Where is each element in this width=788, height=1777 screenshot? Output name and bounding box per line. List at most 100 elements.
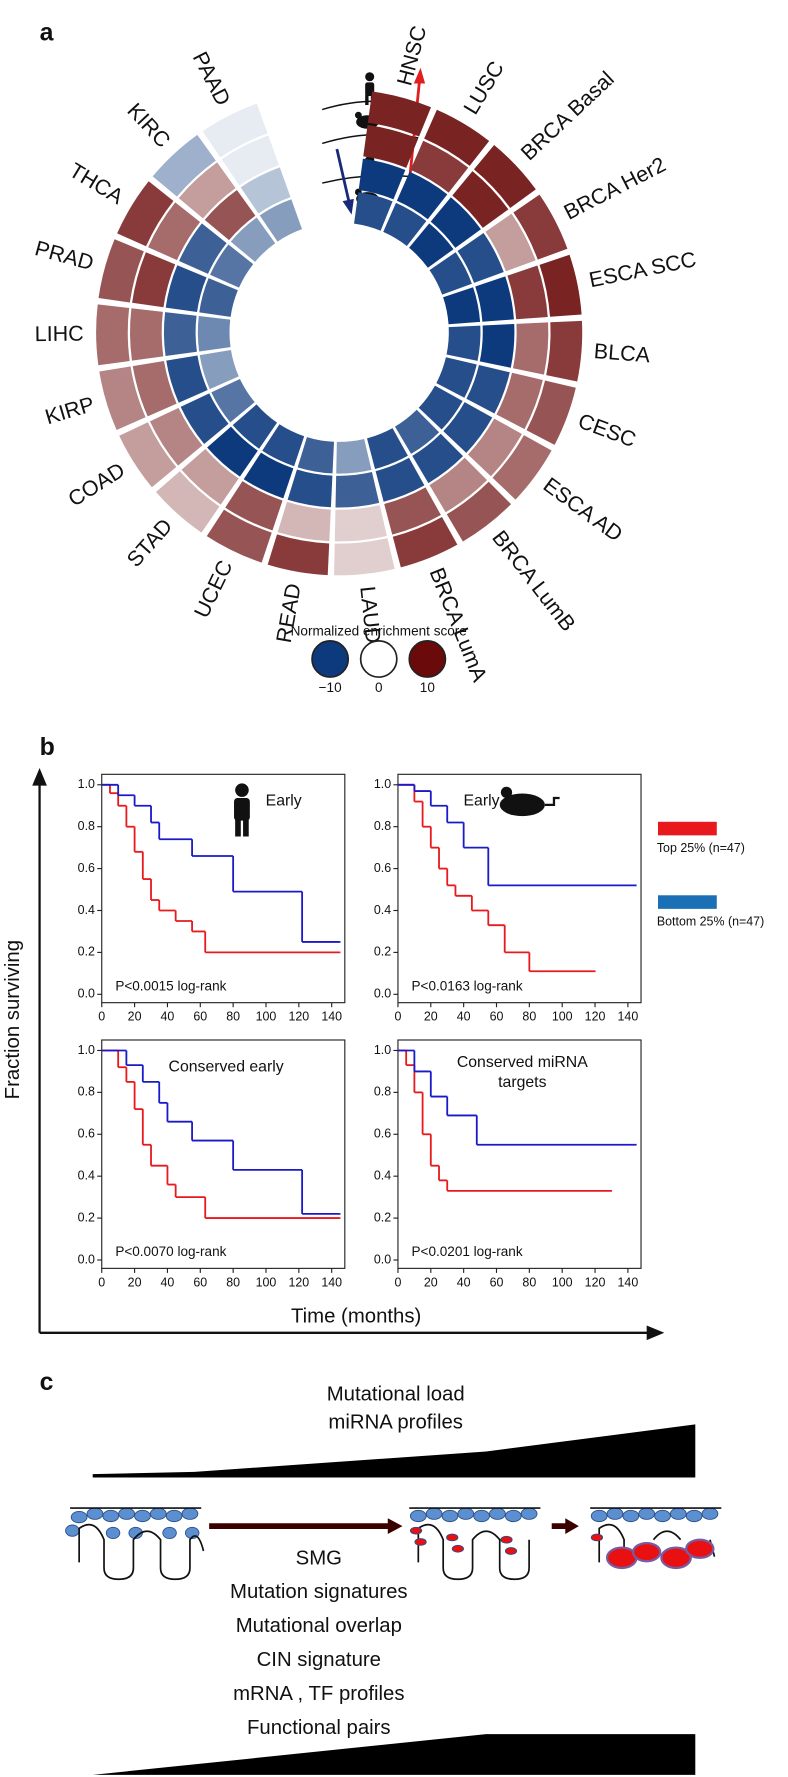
x-tick-label: 0 (394, 1275, 401, 1289)
heatmap-cell (267, 534, 330, 576)
heatmap-cell (243, 452, 294, 499)
x-tick-label: 100 (552, 1010, 573, 1024)
y-tick-label: 0.2 (78, 945, 95, 959)
y-tick-label: 1.0 (374, 777, 391, 791)
feature-label: Mutational overlap (236, 1615, 402, 1637)
heatmap-cell (149, 407, 203, 466)
heatmap-cell (155, 471, 220, 533)
heatmap-cell (512, 322, 549, 375)
legend-swatch (408, 640, 447, 678)
plot-title: Early (464, 793, 500, 810)
x-tick-label: 100 (256, 1010, 277, 1024)
legend-swatch (657, 895, 717, 909)
x-tick-label: 40 (161, 1275, 175, 1289)
y-tick-label: 1.0 (78, 777, 95, 791)
y-tick-label: 0.8 (78, 1085, 95, 1099)
y-tick-label: 0.2 (78, 1210, 95, 1224)
gradient-label: Mutational load (327, 1383, 465, 1405)
plot-frame (101, 773, 346, 1004)
gradient-wedge (92, 1734, 696, 1775)
cancer-type-label: KIRC (123, 98, 175, 152)
cancer-type-label: HNSC (392, 23, 431, 88)
heatmap-cell (384, 487, 441, 535)
legend-label: Top 25% (n=47) (657, 841, 745, 855)
feature-label: SMG (296, 1547, 342, 1569)
legend-title: Normalized enrichment score (291, 623, 467, 638)
heatmap-cell (383, 202, 427, 246)
heatmap-cell (232, 404, 278, 449)
heatmap-cell (424, 109, 490, 166)
cancer-type-label: UCEC (189, 557, 237, 622)
cancer-type-label: BRCA LumB (487, 526, 580, 636)
heatmap-cell (148, 202, 201, 261)
x-tick-label: 140 (321, 1275, 342, 1289)
gradient-label: miRNA profiles (328, 1412, 463, 1434)
heatmap-cell (207, 426, 258, 477)
heatmap-cell (418, 385, 463, 430)
plot-frame (397, 1039, 642, 1269)
heatmap-cell (165, 265, 207, 313)
y-tick-label: 0.4 (78, 903, 95, 917)
x-tick-label: 120 (585, 1010, 606, 1024)
cancer-type-label: KIRP (42, 392, 97, 429)
heatmap-cell (335, 472, 380, 508)
heatmap-cell (392, 516, 458, 568)
heatmap-cell (394, 409, 440, 454)
x-tick-label: 60 (193, 1010, 207, 1024)
heatmap-cell (507, 265, 548, 320)
heatmap-cell (366, 428, 408, 469)
plot-title: Conserved early (169, 1058, 284, 1075)
y-tick-label: 0.0 (374, 987, 391, 1001)
cancer-type-label: BRCA Basal (516, 67, 619, 165)
feature-label: Mutation signatures (230, 1581, 408, 1603)
axis-arrows (32, 767, 665, 1341)
heatmap-cell (204, 189, 256, 241)
x-tick-label: 20 (128, 1010, 142, 1024)
cancer-type-label: CESC (575, 409, 639, 452)
heatmap-cell (396, 171, 448, 220)
heatmap-cell (363, 125, 419, 168)
heatmap-cell (179, 223, 227, 274)
p-value: P<0.0015 log-rank (115, 978, 226, 993)
heatmap-cell (496, 372, 543, 430)
y-tick-label: 0.0 (78, 1252, 95, 1266)
heatmap-cell (429, 252, 472, 295)
x-tick-label: 140 (618, 1010, 639, 1024)
tissue-normal (65, 1507, 205, 1581)
y-tick-label: 0.6 (374, 861, 391, 875)
heatmap-cell (475, 276, 514, 322)
x-axis-label: Time (months) (291, 1305, 421, 1327)
heatmap-cell (199, 349, 239, 390)
cancer-type-label: COAD (64, 458, 129, 512)
y-tick-label: 1.0 (374, 1043, 391, 1057)
heatmap-cell (132, 360, 177, 417)
cancer-type-label: STAD (122, 514, 177, 572)
legend-swatch (657, 821, 717, 836)
heatmap-cell (446, 325, 481, 361)
heatmap-cell (334, 538, 395, 576)
heatmap-cell (452, 171, 509, 228)
y-tick-label: 0.8 (78, 819, 95, 833)
legend-label: −10 (319, 680, 342, 695)
heatmap-cell (98, 239, 144, 303)
heatmap-cell (485, 213, 536, 272)
y-tick-label: 0.0 (78, 987, 95, 1001)
cancer-type-label: LAUD (355, 585, 385, 644)
x-tick-label: 120 (288, 1010, 309, 1024)
heatmap-cell (240, 167, 291, 214)
heatmap-cell (466, 365, 510, 414)
x-tick-label: 140 (321, 1010, 342, 1024)
heatmap-cell (446, 481, 512, 542)
y-tick-label: 0.4 (374, 1168, 391, 1182)
heatmap-cell (259, 199, 303, 242)
y-tick-label: 0.2 (374, 945, 391, 959)
x-tick-label: 120 (288, 1275, 309, 1289)
x-tick-label: 80 (226, 1275, 240, 1289)
cancer-type-label: BRCA Her2 (560, 152, 670, 224)
x-tick-label: 100 (552, 1275, 573, 1289)
heatmap-cell (132, 252, 176, 308)
y-tick-label: 0.4 (78, 1168, 95, 1182)
y-tick-label: 1.0 (78, 1043, 95, 1057)
heatmap-cell (513, 194, 568, 260)
